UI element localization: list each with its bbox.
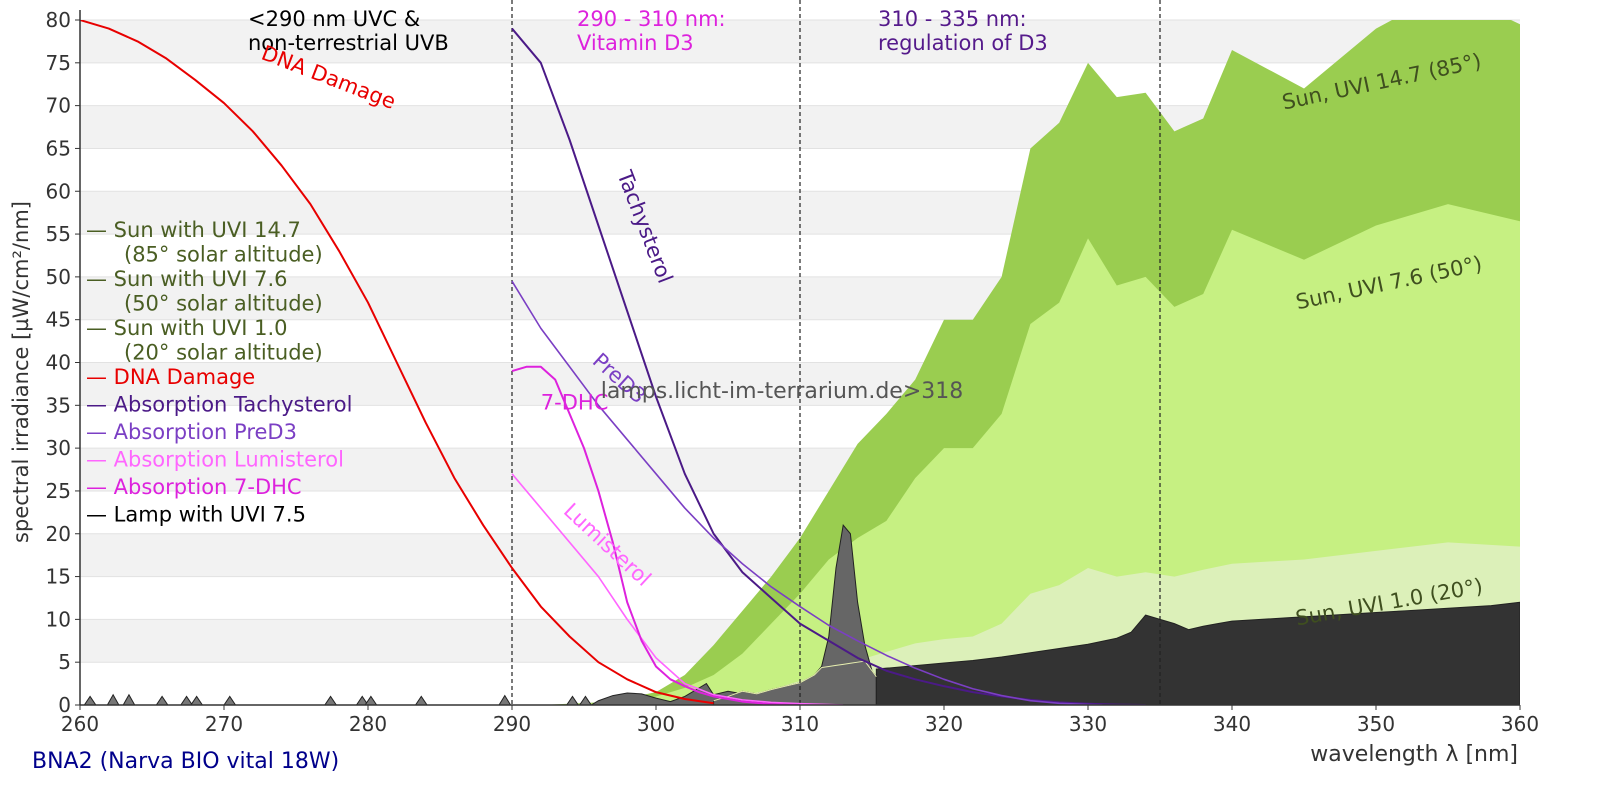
lamp-baseline bbox=[713, 660, 877, 702]
region-label: regulation of D3 bbox=[878, 31, 1048, 55]
y-tick-label: 5 bbox=[58, 650, 71, 674]
y-tick-label: 45 bbox=[46, 308, 71, 332]
legend-entry: — Sun with UVI 1.0 bbox=[86, 316, 288, 340]
lamp-spike bbox=[364, 695, 378, 705]
legend-entry: (85° solar altitude) bbox=[124, 243, 323, 267]
region-label: <290 nm UVC & bbox=[248, 7, 420, 31]
y-tick-label: 0 bbox=[58, 693, 71, 717]
legend-entry: — Absorption Tachysterol bbox=[86, 393, 352, 417]
curve-label: 7-DHC bbox=[541, 391, 609, 415]
y-tick-label: 20 bbox=[46, 522, 71, 546]
y-tick-label: 10 bbox=[46, 607, 71, 631]
region-label: 290 - 310 nm: bbox=[577, 7, 726, 31]
lamp-spike bbox=[83, 695, 97, 705]
y-tick-label: 60 bbox=[46, 179, 71, 203]
y-tick-label: 30 bbox=[46, 436, 71, 460]
y-tick-label: 25 bbox=[46, 479, 71, 503]
x-tick-label: 330 bbox=[1069, 712, 1107, 736]
y-tick-label: 65 bbox=[46, 136, 71, 160]
lamp-spike bbox=[223, 695, 237, 705]
y-tick-label: 40 bbox=[46, 351, 71, 375]
legend-entry: — Absorption Lumisterol bbox=[86, 448, 344, 472]
curve-line bbox=[511, 473, 844, 705]
legend-entry: — DNA Damage bbox=[86, 365, 255, 389]
x-tick-label: 300 bbox=[637, 712, 675, 736]
legend-entry: — Sun with UVI 7.6 bbox=[86, 267, 288, 291]
absorption-curves bbox=[80, 20, 1146, 705]
y-tick-label: 50 bbox=[46, 265, 71, 289]
y-tick-label: 80 bbox=[46, 8, 71, 32]
lamp-spike bbox=[180, 695, 193, 705]
x-tick-label: 280 bbox=[349, 712, 387, 736]
region-divider-lines bbox=[511, 0, 1161, 705]
lamp-main-band bbox=[875, 601, 1520, 705]
x-tick-label: 350 bbox=[1357, 712, 1395, 736]
lamp-spike bbox=[355, 695, 369, 705]
x-tick-label: 260 bbox=[61, 712, 99, 736]
lamp-spike bbox=[106, 693, 120, 705]
lamp-spike bbox=[324, 695, 337, 705]
region-label: Vitamin D3 bbox=[577, 31, 694, 55]
legend-entry: — Absorption PreD3 bbox=[86, 420, 297, 444]
legend-entry: — Absorption 7-DHC bbox=[86, 475, 302, 499]
curve-line bbox=[511, 27, 1146, 705]
lamp-spike bbox=[190, 695, 204, 705]
lamp-spike bbox=[566, 695, 579, 705]
x-tick-label: 310 bbox=[781, 712, 819, 736]
x-axis-label: wavelength λ [nm] bbox=[1310, 742, 1518, 767]
x-tick-label: 340 bbox=[1213, 712, 1251, 736]
x-tick-label: 270 bbox=[205, 712, 243, 736]
lamp-spike bbox=[579, 695, 592, 705]
region-label: non-terrestrial UVB bbox=[248, 31, 449, 55]
curve-line bbox=[80, 20, 714, 705]
y-tick-label: 55 bbox=[46, 222, 71, 246]
y-axis-label: spectral irradiance [µW/cm²/nm] bbox=[9, 201, 33, 543]
legend-entry: — Sun with UVI 14.7 bbox=[86, 218, 301, 242]
y-tick-label: 35 bbox=[46, 393, 71, 417]
legend-entry: (50° solar altitude) bbox=[124, 292, 323, 316]
legend-entry: (20° solar altitude) bbox=[124, 341, 323, 365]
x-tick-label: 360 bbox=[1501, 712, 1539, 736]
lamp-spike bbox=[122, 693, 136, 705]
lamp-spike bbox=[414, 695, 428, 705]
grid-band bbox=[80, 20, 1520, 63]
curve-line bbox=[511, 365, 801, 705]
lamp-spike bbox=[498, 694, 512, 705]
region-label: 310 - 335 nm: bbox=[878, 7, 1027, 31]
x-tick-label: 320 bbox=[925, 712, 963, 736]
legend-entry: — Lamp with UVI 7.5 bbox=[86, 503, 306, 527]
y-tick-label: 75 bbox=[46, 51, 71, 75]
x-tick-label: 290 bbox=[493, 712, 531, 736]
watermark: lamps.licht-im-terrarium.de>318 bbox=[601, 379, 964, 404]
axes: 0 5 10 15 20 25 30 35 40 45 50 55 60 65 70 75 80 260 270 28… bbox=[46, 8, 1540, 736]
lamp-spike bbox=[155, 695, 169, 705]
y-tick-label: 70 bbox=[46, 94, 71, 118]
y-tick-label: 15 bbox=[46, 565, 71, 589]
lamp-name-footer: BNA2 (Narva BIO vital 18W) bbox=[32, 749, 339, 774]
curve-line bbox=[511, 280, 1103, 705]
